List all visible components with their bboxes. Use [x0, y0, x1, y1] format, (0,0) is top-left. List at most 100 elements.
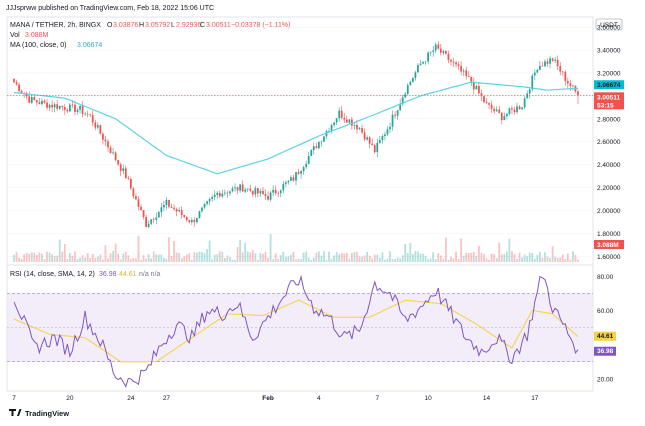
chart-frame: [6, 16, 594, 392]
volume-bar: [69, 252, 71, 262]
candle-body: [488, 103, 490, 105]
volume-bar: [483, 254, 485, 262]
volume-bar: [358, 256, 361, 262]
candle-body: [351, 119, 353, 126]
volume-bar: [264, 252, 267, 262]
candle-body: [86, 113, 89, 115]
candle-body: [511, 108, 513, 110]
candle-body: [96, 125, 99, 128]
volume-bar: [371, 258, 374, 262]
volume-bar: [23, 254, 26, 262]
candle-body: [333, 122, 335, 125]
price-legend: MANA / TETHER, 2h, BINGX O 3.03876 H 3.0…: [10, 22, 290, 49]
time-tick-label: Feb: [262, 395, 274, 402]
candle-body: [216, 192, 219, 196]
volume-bar: [455, 251, 457, 262]
volume-bar: [368, 255, 371, 262]
candle-body: [475, 85, 478, 90]
candle-body: [472, 82, 475, 90]
volume-bar: [91, 253, 94, 262]
candle-body: [442, 50, 445, 53]
candle-body: [434, 44, 437, 51]
candle-body: [513, 109, 516, 113]
candle-body: [165, 199, 168, 205]
candle-body: [541, 65, 544, 67]
candle-body: [15, 82, 18, 85]
volume-bar: [41, 253, 43, 262]
volume-bar: [394, 258, 396, 262]
volume-bar: [490, 253, 493, 262]
candle-body: [577, 91, 579, 96]
legend-vol: 3.088M: [25, 32, 49, 39]
candle-body: [76, 109, 79, 112]
rsi-ma-tag-value: 44.61: [597, 333, 614, 340]
price-grid: [7, 26, 593, 257]
volume-bar: [198, 251, 201, 262]
candle-body: [429, 51, 432, 53]
candle-body: [112, 152, 114, 154]
candle-body: [259, 190, 262, 194]
volume-bar: [401, 255, 404, 262]
candle-body: [480, 93, 483, 97]
candle-body: [107, 141, 109, 148]
volume-bar: [147, 254, 150, 262]
candle-body: [495, 109, 498, 112]
candle-body: [386, 129, 389, 135]
price-tick-label: 3.60000: [597, 25, 621, 32]
volume-bar: [18, 257, 20, 262]
candle-body: [213, 195, 216, 198]
candle-body: [551, 58, 554, 61]
time-tick-label: 7: [375, 395, 379, 402]
volume-bar: [386, 258, 389, 262]
candle-body: [310, 150, 313, 157]
currency-button[interactable]: [595, 18, 623, 31]
candle-body: [539, 65, 541, 70]
volume-bar: [251, 250, 254, 262]
volume-bar: [262, 253, 264, 262]
rsi-value: 36.98: [99, 271, 117, 278]
price-tick-label: 3.20000: [597, 70, 621, 77]
volume-bar: [297, 258, 300, 262]
candle-body: [218, 192, 221, 197]
price-tick-label: 2.80000: [597, 116, 621, 123]
volume-bar: [25, 253, 28, 262]
candle-body: [338, 110, 341, 119]
candle-body: [41, 100, 43, 105]
volume-bar: [363, 255, 366, 262]
candle-body: [99, 125, 102, 134]
volume-bar: [173, 240, 175, 262]
candle-body: [544, 61, 546, 67]
volume-tag-value: 3.088M: [597, 242, 619, 249]
candle-body: [409, 81, 412, 85]
volume-bar: [467, 253, 470, 262]
volume-bar: [511, 251, 513, 262]
time-tick-label: 10: [424, 395, 432, 402]
volume-bar: [335, 252, 338, 262]
published-note: JJJsprww published on TradingView.com, F…: [6, 5, 214, 12]
candle-body: [335, 118, 338, 123]
time-tick-label: 27: [163, 395, 171, 402]
volume-bar: [528, 252, 531, 262]
candle-body: [498, 109, 501, 113]
volume-bar: [307, 257, 310, 262]
candle-body: [406, 84, 409, 94]
time-tick-label: 20: [66, 395, 74, 402]
candle-body: [20, 90, 23, 93]
legend-ma: 3.06674: [77, 42, 102, 49]
candle-body: [343, 117, 346, 120]
countdown-value: 53:15: [597, 102, 614, 109]
volume-bar: [546, 256, 549, 262]
volume-bar: [424, 255, 427, 262]
candle-body: [69, 104, 71, 112]
candle-body: [404, 93, 407, 98]
candle-body: [175, 209, 178, 212]
volume-bar: [310, 259, 313, 262]
candle-body: [450, 59, 452, 62]
candle-body: [381, 136, 384, 140]
candle-body: [279, 190, 282, 194]
volume-bar: [312, 257, 315, 262]
volume-bar: [556, 257, 559, 262]
candle-body: [508, 108, 511, 114]
candle-body: [114, 152, 117, 161]
candle-body: [104, 139, 107, 142]
